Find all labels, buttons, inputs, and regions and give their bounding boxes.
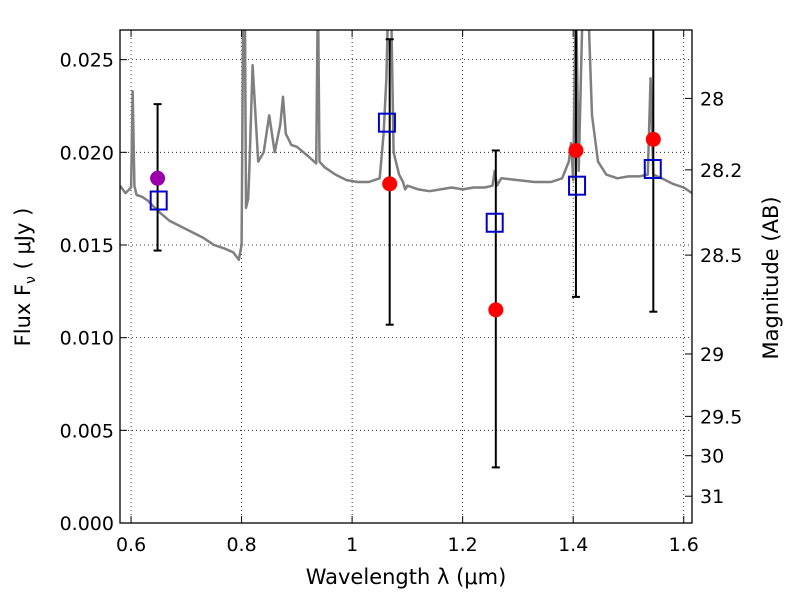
model-photometry-square (149, 190, 168, 211)
x-tick-label: 0.8 (226, 534, 256, 556)
observed-flux-point (488, 302, 504, 318)
y-tick-label: 0.010 (60, 328, 114, 350)
plot-area (120, 30, 692, 262)
y2-tick-label: 31 (700, 486, 724, 508)
model-photometry-square (568, 175, 587, 196)
observed-flux-point (568, 142, 584, 158)
x-tick-label: 1.6 (669, 534, 699, 556)
y-tick-label: 0.000 (60, 513, 114, 535)
y-axis-label-subscript: ν (23, 276, 39, 284)
observed-flux-point (382, 176, 398, 192)
x-axis-label: Wavelength λ (μm) (306, 565, 507, 589)
observed-flux-point (150, 170, 166, 186)
y-tick-label: 0.025 (60, 50, 114, 72)
y2-axis-label: Magnitude (AB) (759, 196, 783, 359)
observed-flux-point (645, 131, 661, 147)
y-axis-label-text: Flux F (11, 284, 35, 346)
y-axis-label: Flux Fν ( μJy ) (11, 208, 39, 347)
axis-ticks: 0.6 0.8 1 1.2 1.4 1.6 0.000 0.005 0.010 0.015 0.02… (60, 30, 742, 556)
x-tick-label: 1.4 (558, 534, 588, 556)
y-tick-label: 0.015 (60, 235, 114, 257)
x-tick-label: 1.2 (448, 534, 478, 556)
model-photometry-square (485, 212, 504, 233)
x-tick-label: 0.6 (116, 534, 146, 556)
y2-tick-label: 28.5 (700, 245, 742, 267)
y2-tick-label: 28 (700, 88, 724, 110)
model-spectrum-line (120, 30, 692, 262)
error-bars (149, 30, 662, 469)
y2-tick-label: 29.5 (700, 406, 742, 428)
y2-tick-label: 29 (700, 344, 724, 366)
y-tick-label: 0.020 (60, 142, 114, 164)
plot-frame (119, 29, 693, 524)
x-tick-label: 1 (346, 534, 358, 556)
grid (120, 30, 692, 524)
model-photometry-square (377, 112, 396, 133)
y-tick-label: 0.005 (60, 420, 114, 442)
model-photometry-square (643, 159, 662, 180)
y2-tick-label: 28.2 (700, 160, 742, 182)
y-axis-label-unit: ( μJy ) (11, 208, 35, 276)
y2-tick-label: 30 (700, 446, 724, 468)
